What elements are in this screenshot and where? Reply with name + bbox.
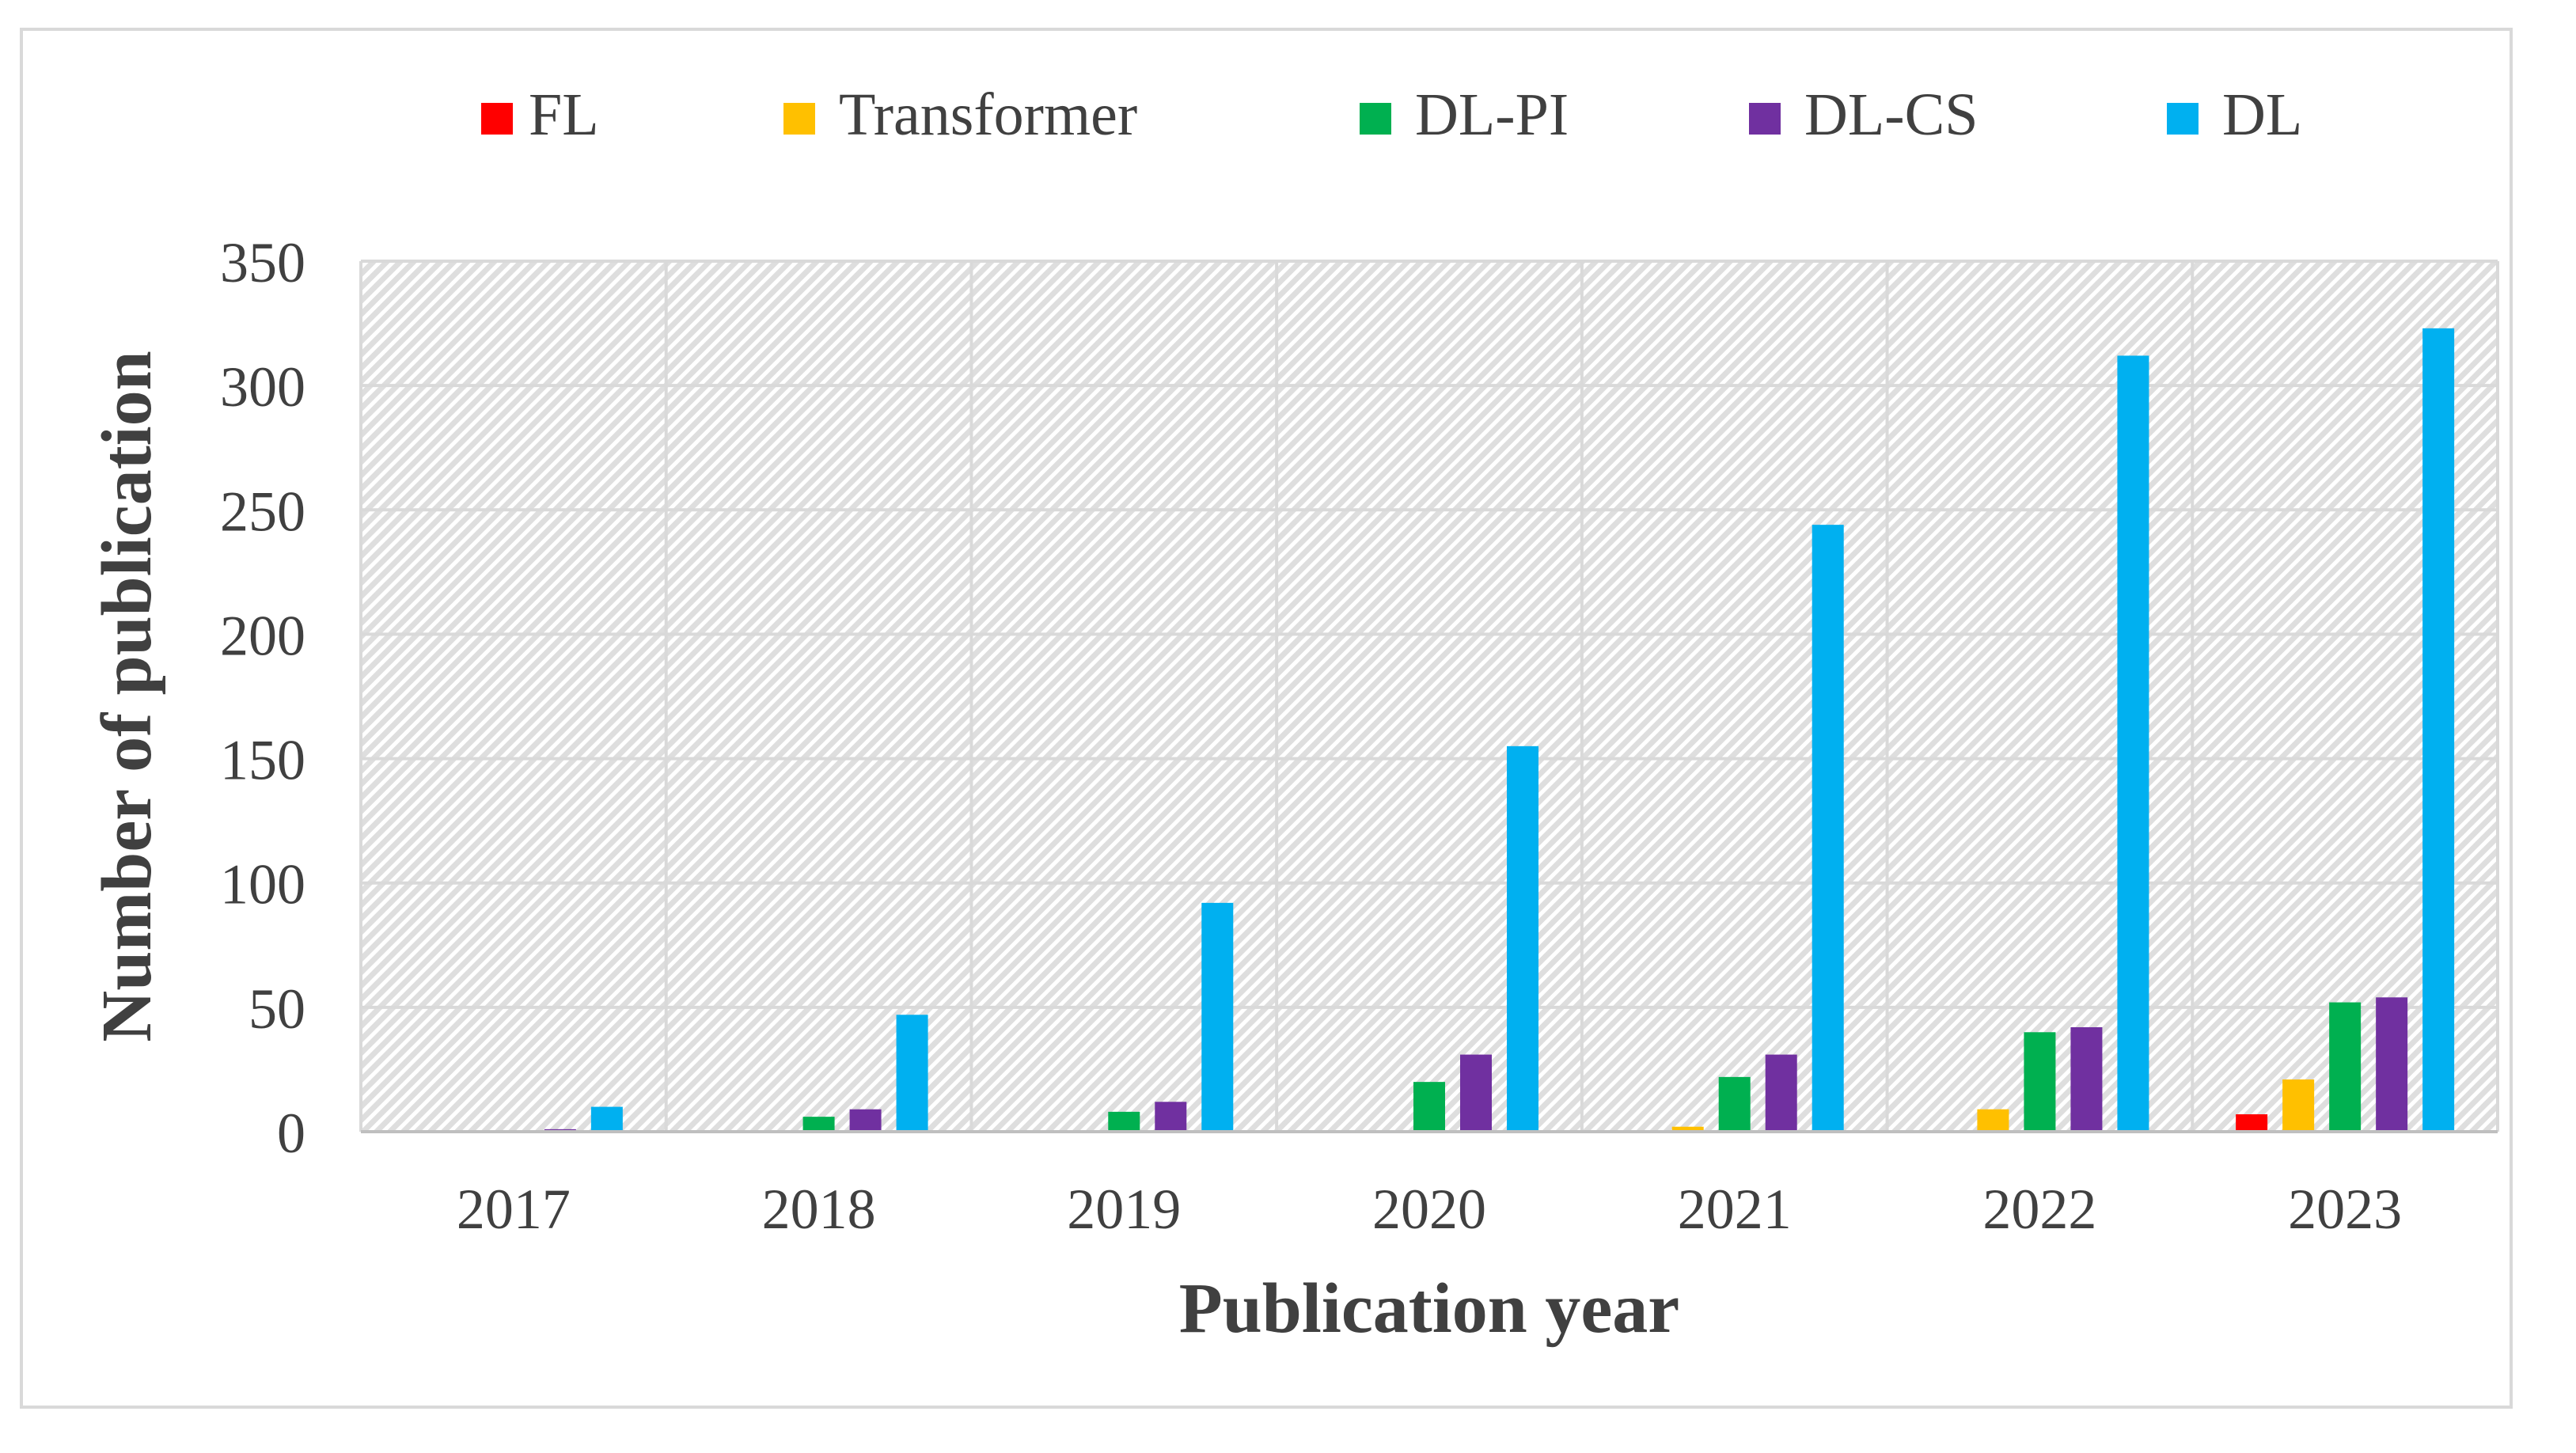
bar-dl-2020 [1507, 745, 1538, 1132]
bar-dl-cs-2022 [2070, 1027, 2103, 1132]
y-tick-label: 100 [220, 853, 305, 916]
bar-fl-2023 [2236, 1114, 2268, 1132]
legend-swatch-transformer [783, 103, 815, 135]
bar-dl-cs-2020 [1460, 1054, 1492, 1132]
y-tick-label: 0 [277, 1102, 305, 1165]
bar-dl-cs-2023 [2376, 997, 2408, 1132]
legend-label-transformer: Transformer [839, 82, 1137, 148]
bar-transformer-2022 [1977, 1109, 2009, 1132]
bar-dl-pi-2018 [802, 1117, 835, 1132]
x-tick-label: 2018 [762, 1178, 876, 1241]
x-tick-label: 2020 [1372, 1178, 1486, 1241]
legend-label-fl: FL [529, 82, 599, 148]
x-tick-label: 2017 [457, 1178, 571, 1241]
bar-transformer-2021 [1671, 1126, 1704, 1132]
bars [544, 328, 2455, 1132]
bar-dl-cs-2021 [1765, 1054, 1797, 1132]
bar-dl-2022 [2117, 355, 2149, 1132]
legend-label-dl-cs: DL-CS [1804, 82, 1978, 148]
y-tick-label: 300 [220, 355, 305, 419]
y-tick-label: 350 [220, 231, 305, 294]
legend: FL Transformer DL-PI DL-CS DL [481, 82, 2302, 148]
y-tick-label: 250 [220, 480, 305, 543]
x-axis-title: Publication year [1179, 1269, 1679, 1348]
bar-dl-pi-2022 [2024, 1032, 2056, 1132]
y-tick-label: 200 [220, 604, 305, 667]
y-axis-ticks: 0 50 100 150 200 250 300 350 [220, 231, 305, 1165]
x-tick-label: 2022 [1982, 1178, 2096, 1241]
x-tick-label: 2023 [2288, 1178, 2402, 1241]
bar-dl-pi-2019 [1108, 1111, 1140, 1132]
bar-dl-pi-2020 [1413, 1082, 1445, 1132]
legend-swatch-dl-pi [1360, 103, 1391, 135]
bar-dl-pi-2023 [2329, 1002, 2362, 1132]
x-axis-ticks: 2017 2018 2019 2020 2021 2022 2023 [457, 1178, 2402, 1241]
bar-dl-cs-2019 [1155, 1102, 1187, 1132]
bar-dl-cs-2018 [849, 1109, 882, 1132]
legend-label-dl: DL [2222, 82, 2302, 148]
bar-dl-2019 [1201, 902, 1234, 1132]
y-tick-label: 150 [220, 729, 305, 792]
x-tick-label: 2021 [1678, 1178, 1792, 1241]
legend-label-dl-pi: DL-PI [1415, 82, 1569, 148]
bar-dl-2018 [896, 1015, 928, 1132]
bar-dl-2021 [1812, 525, 1844, 1132]
legend-swatch-fl [481, 103, 513, 135]
plot-area [361, 261, 2498, 1132]
y-tick-label: 50 [248, 977, 305, 1041]
bar-dl-2023 [2422, 328, 2455, 1132]
legend-swatch-dl-cs [1749, 103, 1781, 135]
legend-swatch-dl [2167, 103, 2199, 135]
x-tick-label: 2019 [1067, 1178, 1181, 1241]
bar-dl-2017 [590, 1106, 623, 1132]
bar-transformer-2023 [2282, 1079, 2315, 1132]
y-axis-title: Number of publication [88, 351, 166, 1041]
bar-dl-pi-2021 [1718, 1076, 1751, 1132]
